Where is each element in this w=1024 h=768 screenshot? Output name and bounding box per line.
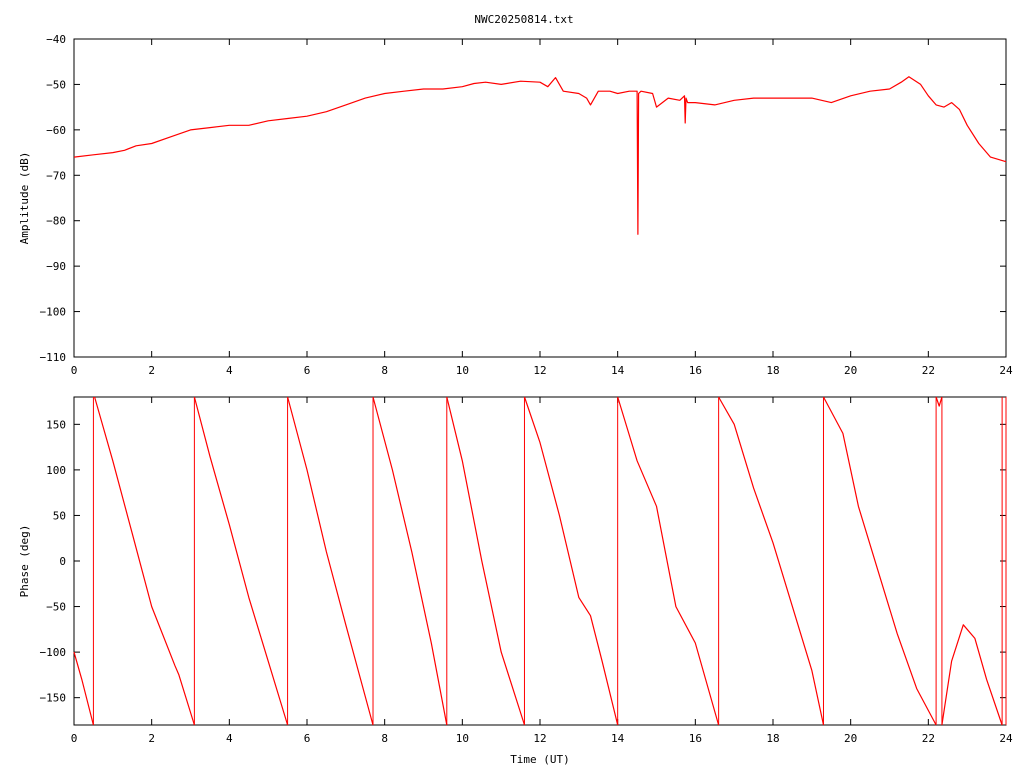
phase-x-tick-label: 16 xyxy=(689,732,702,745)
phase-trace-segment xyxy=(372,396,448,726)
phase-y-tick-label: 50 xyxy=(53,509,66,522)
amplitude-x-tick-label: 22 xyxy=(922,364,935,377)
amplitude-x-tick-label: 6 xyxy=(304,364,311,377)
amplitude-x-tick-label: 8 xyxy=(381,364,388,377)
amplitude-x-tick-label: 14 xyxy=(611,364,625,377)
phase-trace-segment xyxy=(446,396,526,726)
amplitude-y-tick-label: −50 xyxy=(46,78,66,91)
amplitude-x-tick-label: 18 xyxy=(766,364,779,377)
phase-y-tick-label: 100 xyxy=(46,464,66,477)
phase-x-tick-label: 12 xyxy=(533,732,546,745)
phase-trace-segment xyxy=(718,396,825,726)
amplitude-x-tick-label: 10 xyxy=(456,364,469,377)
phase-trace-segment xyxy=(287,396,374,726)
amplitude-x-tick-label: 4 xyxy=(226,364,233,377)
amplitude-y-tick-label: −110 xyxy=(40,351,67,364)
phase-x-tick-label: 20 xyxy=(844,732,857,745)
amplitude-y-tick-label: −80 xyxy=(46,215,66,228)
phase-trace-segment xyxy=(822,396,937,726)
amplitude-plot-frame xyxy=(73,38,1007,358)
amplitude-x-tick-label: 12 xyxy=(533,364,546,377)
amplitude-y-tick-label: −100 xyxy=(40,306,67,319)
phase-x-tick-label: 24 xyxy=(999,732,1013,745)
amplitude-y-label: Amplitude (dB) xyxy=(18,152,31,245)
phase-y-tick-label: −50 xyxy=(46,601,66,614)
phase-x-tick-label: 22 xyxy=(922,732,935,745)
phase-trace-segment xyxy=(193,396,289,726)
phase-y-tick-label: −150 xyxy=(40,692,67,705)
phase-x-tick-label: 0 xyxy=(71,732,78,745)
phase-x-label: Time (UT) xyxy=(510,753,570,766)
amplitude-x-tick-label: 24 xyxy=(999,364,1013,377)
amplitude-y-tick-label: −70 xyxy=(46,169,66,182)
phase-y-label: Phase (deg) xyxy=(18,525,31,598)
phase-trace xyxy=(73,396,1007,726)
phase-x-tick-label: 8 xyxy=(381,732,388,745)
phase-x-tick-label: 2 xyxy=(148,732,155,745)
amplitude-y-tick-label: −60 xyxy=(46,124,66,137)
amplitude-x-tick-label: 2 xyxy=(148,364,155,377)
amplitude-y-tick-label: −40 xyxy=(46,33,66,46)
amplitude-x-tick-label: 16 xyxy=(689,364,702,377)
phase-trace-segment xyxy=(523,396,619,726)
phase-y-tick-label: 150 xyxy=(46,418,66,431)
phase-trace-segment xyxy=(935,396,943,407)
amplitude-ticks: 0 2 4 6 8 10 12 14 16 18 20 22 24−110−100−90−80−70−6… xyxy=(40,33,1013,377)
phase-x-tick-label: 14 xyxy=(611,732,625,745)
phase-ticks: 0 2 4 6 8 10 12 14 16 18 20 22 24−150−100−5005010015… xyxy=(40,397,1013,745)
phase-y-tick-label: 0 xyxy=(59,555,66,568)
chart-title: NWC20250814.txt xyxy=(474,13,573,26)
amplitude-x-tick-label: 20 xyxy=(844,364,857,377)
phase-trace-segment xyxy=(941,624,1003,726)
amplitude-x-tick-label: 0 xyxy=(71,364,78,377)
amplitude-trace-segment xyxy=(73,76,1007,235)
amplitude-y-tick-label: −90 xyxy=(46,260,66,273)
phase-y-tick-label: −100 xyxy=(40,646,67,659)
phase-panel: 0 2 4 6 8 10 12 14 16 18 20 22 24−150−100−5005010015… xyxy=(18,396,1013,766)
phase-trace-segment xyxy=(617,396,720,726)
phase-x-tick-label: 6 xyxy=(304,732,311,745)
phase-x-tick-label: 4 xyxy=(226,732,233,745)
phase-trace-segment xyxy=(73,651,94,726)
phase-x-tick-label: 18 xyxy=(766,732,779,745)
phase-x-tick-label: 10 xyxy=(456,732,469,745)
amplitude-trace xyxy=(73,76,1007,235)
phase-trace-segment xyxy=(94,396,195,726)
amplitude-panel: 0 2 4 6 8 10 12 14 16 18 20 22 24−110−100−90−80−70−6… xyxy=(18,33,1013,377)
phase-plot-frame xyxy=(73,396,1007,726)
